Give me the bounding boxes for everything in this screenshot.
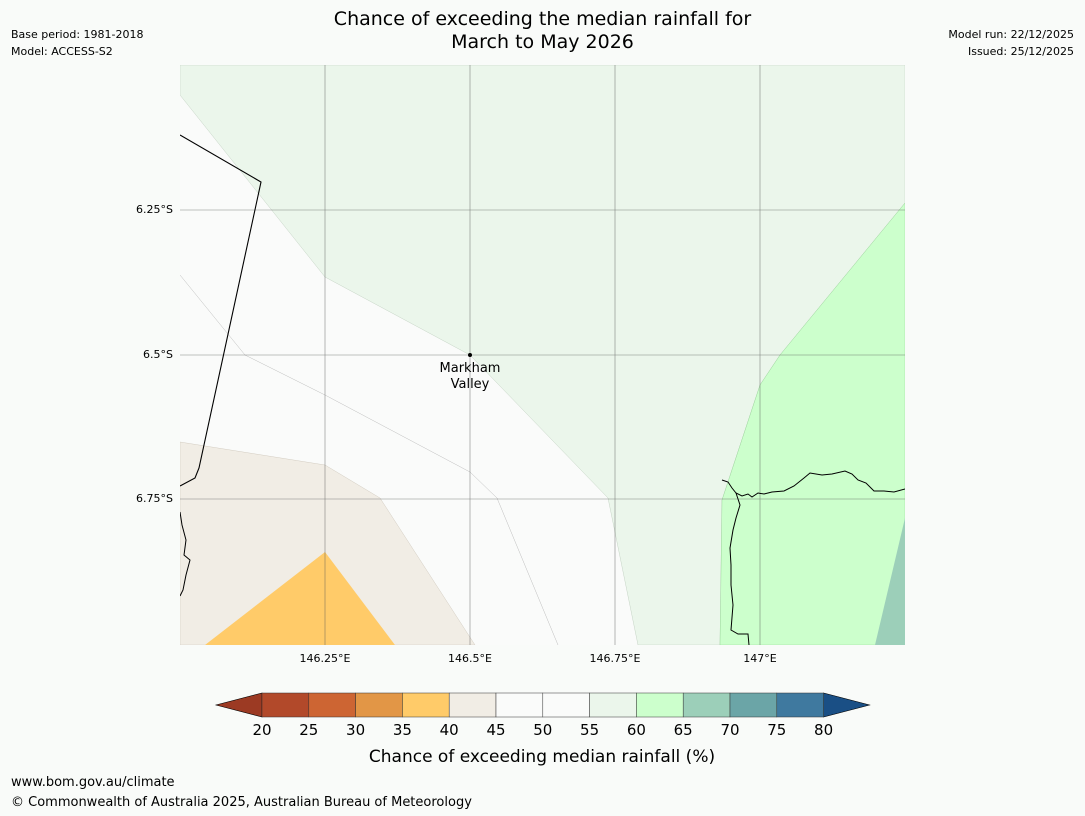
colorbar-extend-high: [823, 692, 871, 718]
contour-line-1: [180, 274, 559, 645]
title-line-1: Chance of exceeding the median rainfall …: [333, 8, 752, 30]
issued-date: Issued: 25/12/2025: [967, 45, 1074, 58]
lon-label-146-5: 146.5°E: [448, 652, 492, 665]
colorbar-tick-30: 30: [346, 721, 365, 739]
colorbar-tick-35: 35: [393, 721, 412, 739]
base-period: Base period: 1981-2018: [11, 28, 144, 41]
lat-label-6-5: 6.5°S: [143, 348, 173, 361]
model-name: Model: ACCESS-S2: [11, 45, 113, 58]
colorbar-tick-45: 45: [486, 721, 505, 739]
colorbar-tick-80: 80: [814, 721, 833, 739]
lon-label-147: 147°E: [743, 652, 776, 665]
colorbar-tick-65: 65: [674, 721, 693, 739]
region-65-70: [875, 518, 905, 645]
lat-axis-labels: 6.25°S 6.5°S 6.75°S: [136, 203, 173, 505]
colorbar-segment-55-60: [589, 692, 637, 718]
colorbar-segment-70-75: [729, 692, 778, 718]
colorbar-extend-low: [214, 692, 263, 718]
colorbar-tick-50: 50: [533, 721, 552, 739]
colorbar-segment-65-70: [682, 692, 731, 718]
border-line: [180, 134, 262, 487]
coastline-east: [721, 470, 905, 498]
colorbar-segment-60-65: [636, 692, 684, 718]
region-35-40: [205, 552, 395, 645]
coastline-west: [180, 511, 191, 597]
colorbar-segment-20-25: [261, 692, 310, 718]
colorbar-tick-55: 55: [580, 721, 599, 739]
chart-title: Chance of exceeding the median rainfall …: [0, 8, 1085, 54]
colorbar-segment-75-80: [776, 692, 824, 718]
lon-axis-labels: 146.25°E 146.5°E 146.75°E 147°E: [300, 652, 777, 665]
region-40-45: [180, 441, 476, 645]
colorbar-tick-40: 40: [440, 721, 459, 739]
footer-website: www.bom.gov.au/climate: [11, 775, 175, 790]
lon-label-146-25: 146.25°E: [300, 652, 351, 665]
map-plot-area: [180, 65, 905, 645]
colorbar-tick-75: 75: [767, 721, 786, 739]
model-run-date: Model run: 22/12/2025: [948, 28, 1074, 41]
colorbar-segment-25-30: [308, 692, 356, 718]
model-info: Base period: 1981-2018 Model: ACCESS-S2: [11, 26, 143, 60]
lat-label-6-75: 6.75°S: [136, 492, 173, 505]
colorbar: 20 25 30 35 40 45 50 55 60 65 70 75 80: [214, 692, 871, 739]
colorbar-segment-50-55: [542, 692, 590, 718]
colorbar-segment-40-45: [448, 692, 497, 718]
place-label-line-1: Markham: [440, 361, 501, 376]
colorbar-segment-30-35: [355, 692, 403, 718]
legend-title: Chance of exceeding median rainfall (%): [369, 747, 715, 767]
run-info: Model run: 22/12/2025 Issued: 25/12/2025: [948, 26, 1074, 60]
lon-label-146-75: 146.75°E: [590, 652, 641, 665]
markham-valley-marker: [468, 353, 472, 357]
colorbar-tick-25: 25: [299, 721, 318, 739]
colorbar-tick-70: 70: [720, 721, 739, 739]
coastline-east-south: [729, 492, 750, 645]
title-line-2: March to May 2026: [451, 31, 634, 53]
lat-label-6-25: 6.25°S: [136, 203, 173, 216]
colorbar-segment-35-40: [402, 692, 450, 718]
colorbar-tick-20: 20: [252, 721, 271, 739]
footer-copyright: © Commonwealth of Australia 2025, Austra…: [11, 795, 472, 810]
place-label-line-2: Valley: [451, 377, 490, 392]
colorbar-tick-60: 60: [627, 721, 646, 739]
colorbar-segment-45-50: [495, 692, 544, 718]
